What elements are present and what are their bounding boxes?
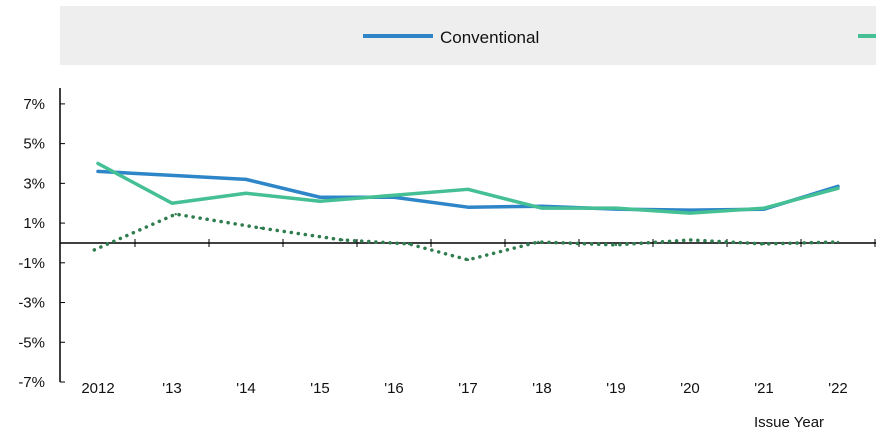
data-point [96,162,100,165]
data-point [318,200,322,203]
y-axis: 7% 5% 3% 1% -1% -3% -5% -7% [18,88,65,391]
x-tick-label: '15 [310,380,330,397]
data-point [466,205,470,209]
x-tick-label: '16 [384,380,404,397]
data-point [170,174,174,177]
data-point [96,170,100,173]
y-tick-label: -1% [18,255,45,272]
y-tick-label: 5% [23,136,45,153]
data-point [341,238,344,242]
data-point [836,187,840,190]
data-point [170,202,174,205]
legend-box [60,6,876,65]
data-point [244,178,248,181]
data-point [762,242,766,246]
y-tick-label: 7% [23,96,45,113]
data-point [392,194,396,197]
plot-series [92,161,840,262]
y-tick-label: -7% [18,374,45,391]
data-point [614,206,618,210]
data-point [174,212,177,216]
data-point [762,206,766,210]
x-tick-label: '20 [680,380,700,397]
data-point [466,258,470,262]
data-point [688,238,692,242]
data-point [466,188,470,191]
data-point [93,248,96,252]
x-tick-label: '13 [162,380,182,397]
x-tick-label: '17 [458,380,478,397]
data-point [688,208,692,212]
data-point [688,211,692,215]
data-point [318,196,322,199]
data-point [836,240,840,244]
data-point [407,242,410,246]
legend-label-conventional: Conventional [440,28,539,47]
y-tick-label: -3% [18,295,45,312]
x-tick-label: '19 [606,380,626,397]
x-axis-title: Issue Year [754,414,824,431]
data-point [244,192,248,195]
series-line-difference [92,212,840,262]
x-axis: 2012 '13 '14 '15 '16 '17 '18 '19 '20 '21 '22 [60,238,876,397]
y-tick-label: -5% [18,334,45,351]
y-tick-label: 1% [23,215,45,232]
x-tick-label: '21 [754,380,774,397]
y-tick-label: 3% [23,175,45,192]
x-tick-label: '14 [236,380,256,397]
x-tick-label: '22 [828,380,848,397]
x-tick-label: '18 [532,380,552,397]
data-point [259,226,262,230]
x-tick-label: 2012 [81,380,114,397]
data-point [614,243,618,247]
data-point [537,240,540,244]
data-point [540,206,544,210]
